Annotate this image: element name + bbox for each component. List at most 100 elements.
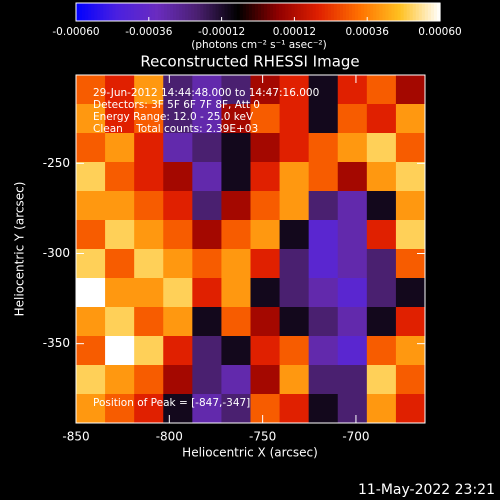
heatmap-cell [250, 220, 281, 250]
heatmap-cell [134, 104, 164, 134]
heatmap-cell [337, 133, 368, 163]
heatmap-cell [163, 307, 193, 337]
heatmap-cell [337, 75, 368, 105]
annotation: Clean Total counts: 2.39E+03 [93, 123, 258, 135]
heatmap-cell [134, 133, 164, 163]
heatmap-cell [337, 104, 368, 134]
heatmap-cell [279, 336, 310, 366]
colorbar-swatch [215, 3, 220, 21]
heatmap-cell [395, 75, 426, 105]
heatmap-cell [221, 394, 251, 424]
colorbar-frame [75, 2, 441, 22]
heatmap-cell [76, 220, 106, 250]
colorbar-swatch [82, 3, 86, 21]
colorbar-swatch [167, 3, 171, 21]
heatmap-cell [192, 336, 222, 366]
colorbar-swatch [315, 3, 320, 21]
heatmap-cell [250, 249, 281, 279]
heatmap-cell [192, 162, 222, 192]
colorbar-swatch [330, 3, 335, 21]
heatmap-cell [308, 191, 339, 221]
heatmap-cell [308, 336, 339, 366]
heatmap-cell [163, 162, 193, 192]
heatmap-cell [279, 278, 310, 308]
heatmap-cell [105, 104, 135, 134]
colorbar-swatch [194, 3, 198, 21]
heatmap-cell [279, 220, 310, 250]
colorbar-swatch [85, 3, 89, 21]
colorbar-swatch [406, 3, 411, 21]
colorbar-swatch [239, 3, 244, 21]
colorbar-swatch [349, 3, 353, 21]
colorbar-swatch [436, 3, 441, 21]
heatmap-cell [308, 133, 339, 163]
annotation: Detectors: 3F 5F 6F 7F 8F, Att 0 [93, 99, 260, 111]
heatmap-cell [395, 394, 426, 424]
heatmap-cell [337, 220, 368, 250]
colorbar-swatch [312, 3, 317, 21]
heatmap-cell [395, 365, 426, 395]
heatmap-cell [221, 191, 251, 221]
heatmap-cell [221, 278, 251, 308]
colorbar-swatch [106, 3, 110, 21]
colorbar-swatch [261, 3, 265, 21]
colorbar-swatch [236, 3, 241, 21]
colorbar-swatch [179, 3, 183, 21]
colorbar-swatch [388, 3, 393, 21]
heatmap-cell [279, 365, 310, 395]
colorbar-swatch [418, 3, 423, 21]
heatmap-cell [337, 278, 368, 308]
colorbar-swatch [76, 3, 80, 21]
heatmap-cell [105, 191, 135, 221]
heatmap-cell [163, 104, 193, 134]
heatmap-cell [192, 104, 222, 134]
heatmap-cell [395, 336, 426, 366]
colorbar-swatch [127, 3, 132, 21]
colorbar-swatch [358, 3, 362, 21]
colorbar-swatch [400, 3, 405, 21]
heatmap-cell [105, 307, 135, 337]
colorbar-swatch [264, 3, 268, 21]
heatmap-cell [279, 307, 310, 337]
colorbar-swatch [148, 3, 153, 21]
heatmap-cell [366, 220, 397, 250]
colorbar-swatch [100, 3, 104, 21]
heatmap-cell [134, 75, 164, 105]
colorbar-swatch [209, 3, 214, 21]
colorbar-swatch [345, 3, 350, 21]
colorbar-swatch [197, 3, 201, 21]
heatmap-cell [279, 162, 310, 192]
colorbar-swatch [376, 3, 380, 21]
heatmap-cell [366, 278, 397, 308]
colorbar-swatch [352, 3, 356, 21]
colorbar-swatch [200, 3, 204, 21]
colorbar-swatch [424, 3, 429, 21]
heatmap-cell [163, 75, 193, 105]
colorbar-swatch [206, 3, 211, 21]
heatmap-cell [308, 278, 339, 308]
colorbar-swatch [242, 3, 247, 21]
heatmap-cell [105, 75, 135, 105]
heatmap-cell [308, 307, 339, 337]
colorbar-swatch [306, 3, 311, 21]
colorbar-swatch [276, 3, 280, 21]
colorbar-swatch [157, 3, 162, 21]
colorbar-swatch [185, 3, 189, 21]
colorbar-swatch [333, 3, 338, 21]
colorbar-swatch [191, 3, 195, 21]
heatmap-cell [76, 133, 106, 163]
heatmap-cell [395, 191, 426, 221]
heatmap-cell [134, 365, 164, 395]
heatmap-cell [337, 307, 368, 337]
heatmap-cell [134, 278, 164, 308]
heatmap-cell [308, 394, 339, 424]
heatmap-cell [308, 220, 339, 250]
colorbar-swatch [130, 3, 135, 21]
heatmap-cell [76, 278, 106, 308]
colorbar-swatch [270, 3, 274, 21]
heatmap-cell [105, 278, 135, 308]
x-tick-label: -850 [62, 430, 89, 444]
colorbar-swatch [182, 3, 186, 21]
heatmap-cell [337, 191, 368, 221]
